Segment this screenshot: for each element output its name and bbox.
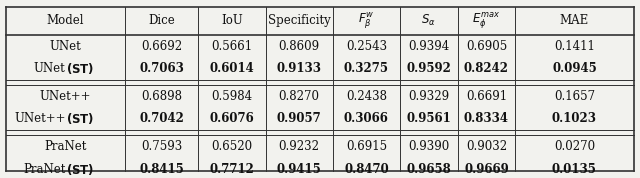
Text: PraNet: PraNet — [44, 140, 87, 153]
Text: 0.9415: 0.9415 — [277, 163, 321, 176]
Text: $\mathbf{(ST)}$: $\mathbf{(ST)}$ — [66, 161, 94, 177]
Text: Dice: Dice — [148, 14, 175, 27]
Text: 0.6898: 0.6898 — [141, 90, 182, 103]
Text: UNet++: UNet++ — [40, 90, 92, 103]
Text: 0.9133: 0.9133 — [276, 62, 322, 75]
Text: 0.9658: 0.9658 — [406, 163, 451, 176]
Text: 0.7712: 0.7712 — [209, 163, 255, 176]
Text: 0.1411: 0.1411 — [554, 40, 595, 53]
Text: 0.8609: 0.8609 — [278, 40, 320, 53]
Text: IoU: IoU — [221, 14, 243, 27]
Text: 0.1023: 0.1023 — [552, 112, 597, 125]
Text: 0.9057: 0.9057 — [277, 112, 321, 125]
Text: 0.8415: 0.8415 — [140, 163, 184, 176]
Text: PraNet: PraNet — [23, 163, 66, 176]
Text: $\mathbf{(ST)}$: $\mathbf{(ST)}$ — [66, 111, 94, 126]
Text: 0.3275: 0.3275 — [344, 62, 389, 75]
Text: 0.7042: 0.7042 — [139, 112, 184, 125]
Text: 0.9394: 0.9394 — [408, 40, 449, 53]
Text: 0.0270: 0.0270 — [554, 140, 595, 153]
Text: UNet: UNet — [34, 62, 66, 75]
Text: 0.5984: 0.5984 — [211, 90, 253, 103]
Text: 0.9561: 0.9561 — [406, 112, 451, 125]
Text: 0.3066: 0.3066 — [344, 112, 389, 125]
Text: Specificity: Specificity — [268, 14, 331, 27]
Text: 0.7593: 0.7593 — [141, 140, 182, 153]
Text: 0.8470: 0.8470 — [344, 163, 388, 176]
Text: 0.1657: 0.1657 — [554, 90, 595, 103]
Text: 0.6905: 0.6905 — [466, 40, 507, 53]
Text: MAE: MAE — [560, 14, 589, 27]
Text: 0.9032: 0.9032 — [466, 140, 507, 153]
Text: 0.0945: 0.0945 — [552, 62, 596, 75]
Text: 0.9669: 0.9669 — [464, 163, 509, 176]
Text: 0.0135: 0.0135 — [552, 163, 597, 176]
Text: $\mathbf{(ST)}$: $\mathbf{(ST)}$ — [66, 61, 94, 76]
Text: UNet++: UNet++ — [14, 112, 66, 125]
Text: 0.7063: 0.7063 — [139, 62, 184, 75]
Text: 0.8242: 0.8242 — [464, 62, 509, 75]
Text: Model: Model — [47, 14, 84, 27]
Text: 0.5661: 0.5661 — [211, 40, 253, 53]
Text: 0.9329: 0.9329 — [408, 90, 449, 103]
Text: $F_{\beta}^{w}$: $F_{\beta}^{w}$ — [358, 11, 374, 31]
Text: 0.6692: 0.6692 — [141, 40, 182, 53]
Text: UNet: UNet — [50, 40, 81, 53]
Text: $E_{\phi}^{max}$: $E_{\phi}^{max}$ — [472, 11, 500, 31]
Text: 0.9390: 0.9390 — [408, 140, 449, 153]
Text: 0.6691: 0.6691 — [466, 90, 507, 103]
Text: $S_{\alpha}$: $S_{\alpha}$ — [421, 13, 436, 28]
Text: 0.6520: 0.6520 — [211, 140, 253, 153]
Text: 0.6915: 0.6915 — [346, 140, 387, 153]
Text: 0.6014: 0.6014 — [210, 62, 254, 75]
Text: 0.8270: 0.8270 — [278, 90, 320, 103]
Text: 0.2543: 0.2543 — [346, 40, 387, 53]
Text: 0.9232: 0.9232 — [278, 140, 320, 153]
Text: 0.8334: 0.8334 — [464, 112, 509, 125]
Text: 0.6076: 0.6076 — [210, 112, 254, 125]
Text: 0.2438: 0.2438 — [346, 90, 387, 103]
Text: 0.9592: 0.9592 — [406, 62, 451, 75]
